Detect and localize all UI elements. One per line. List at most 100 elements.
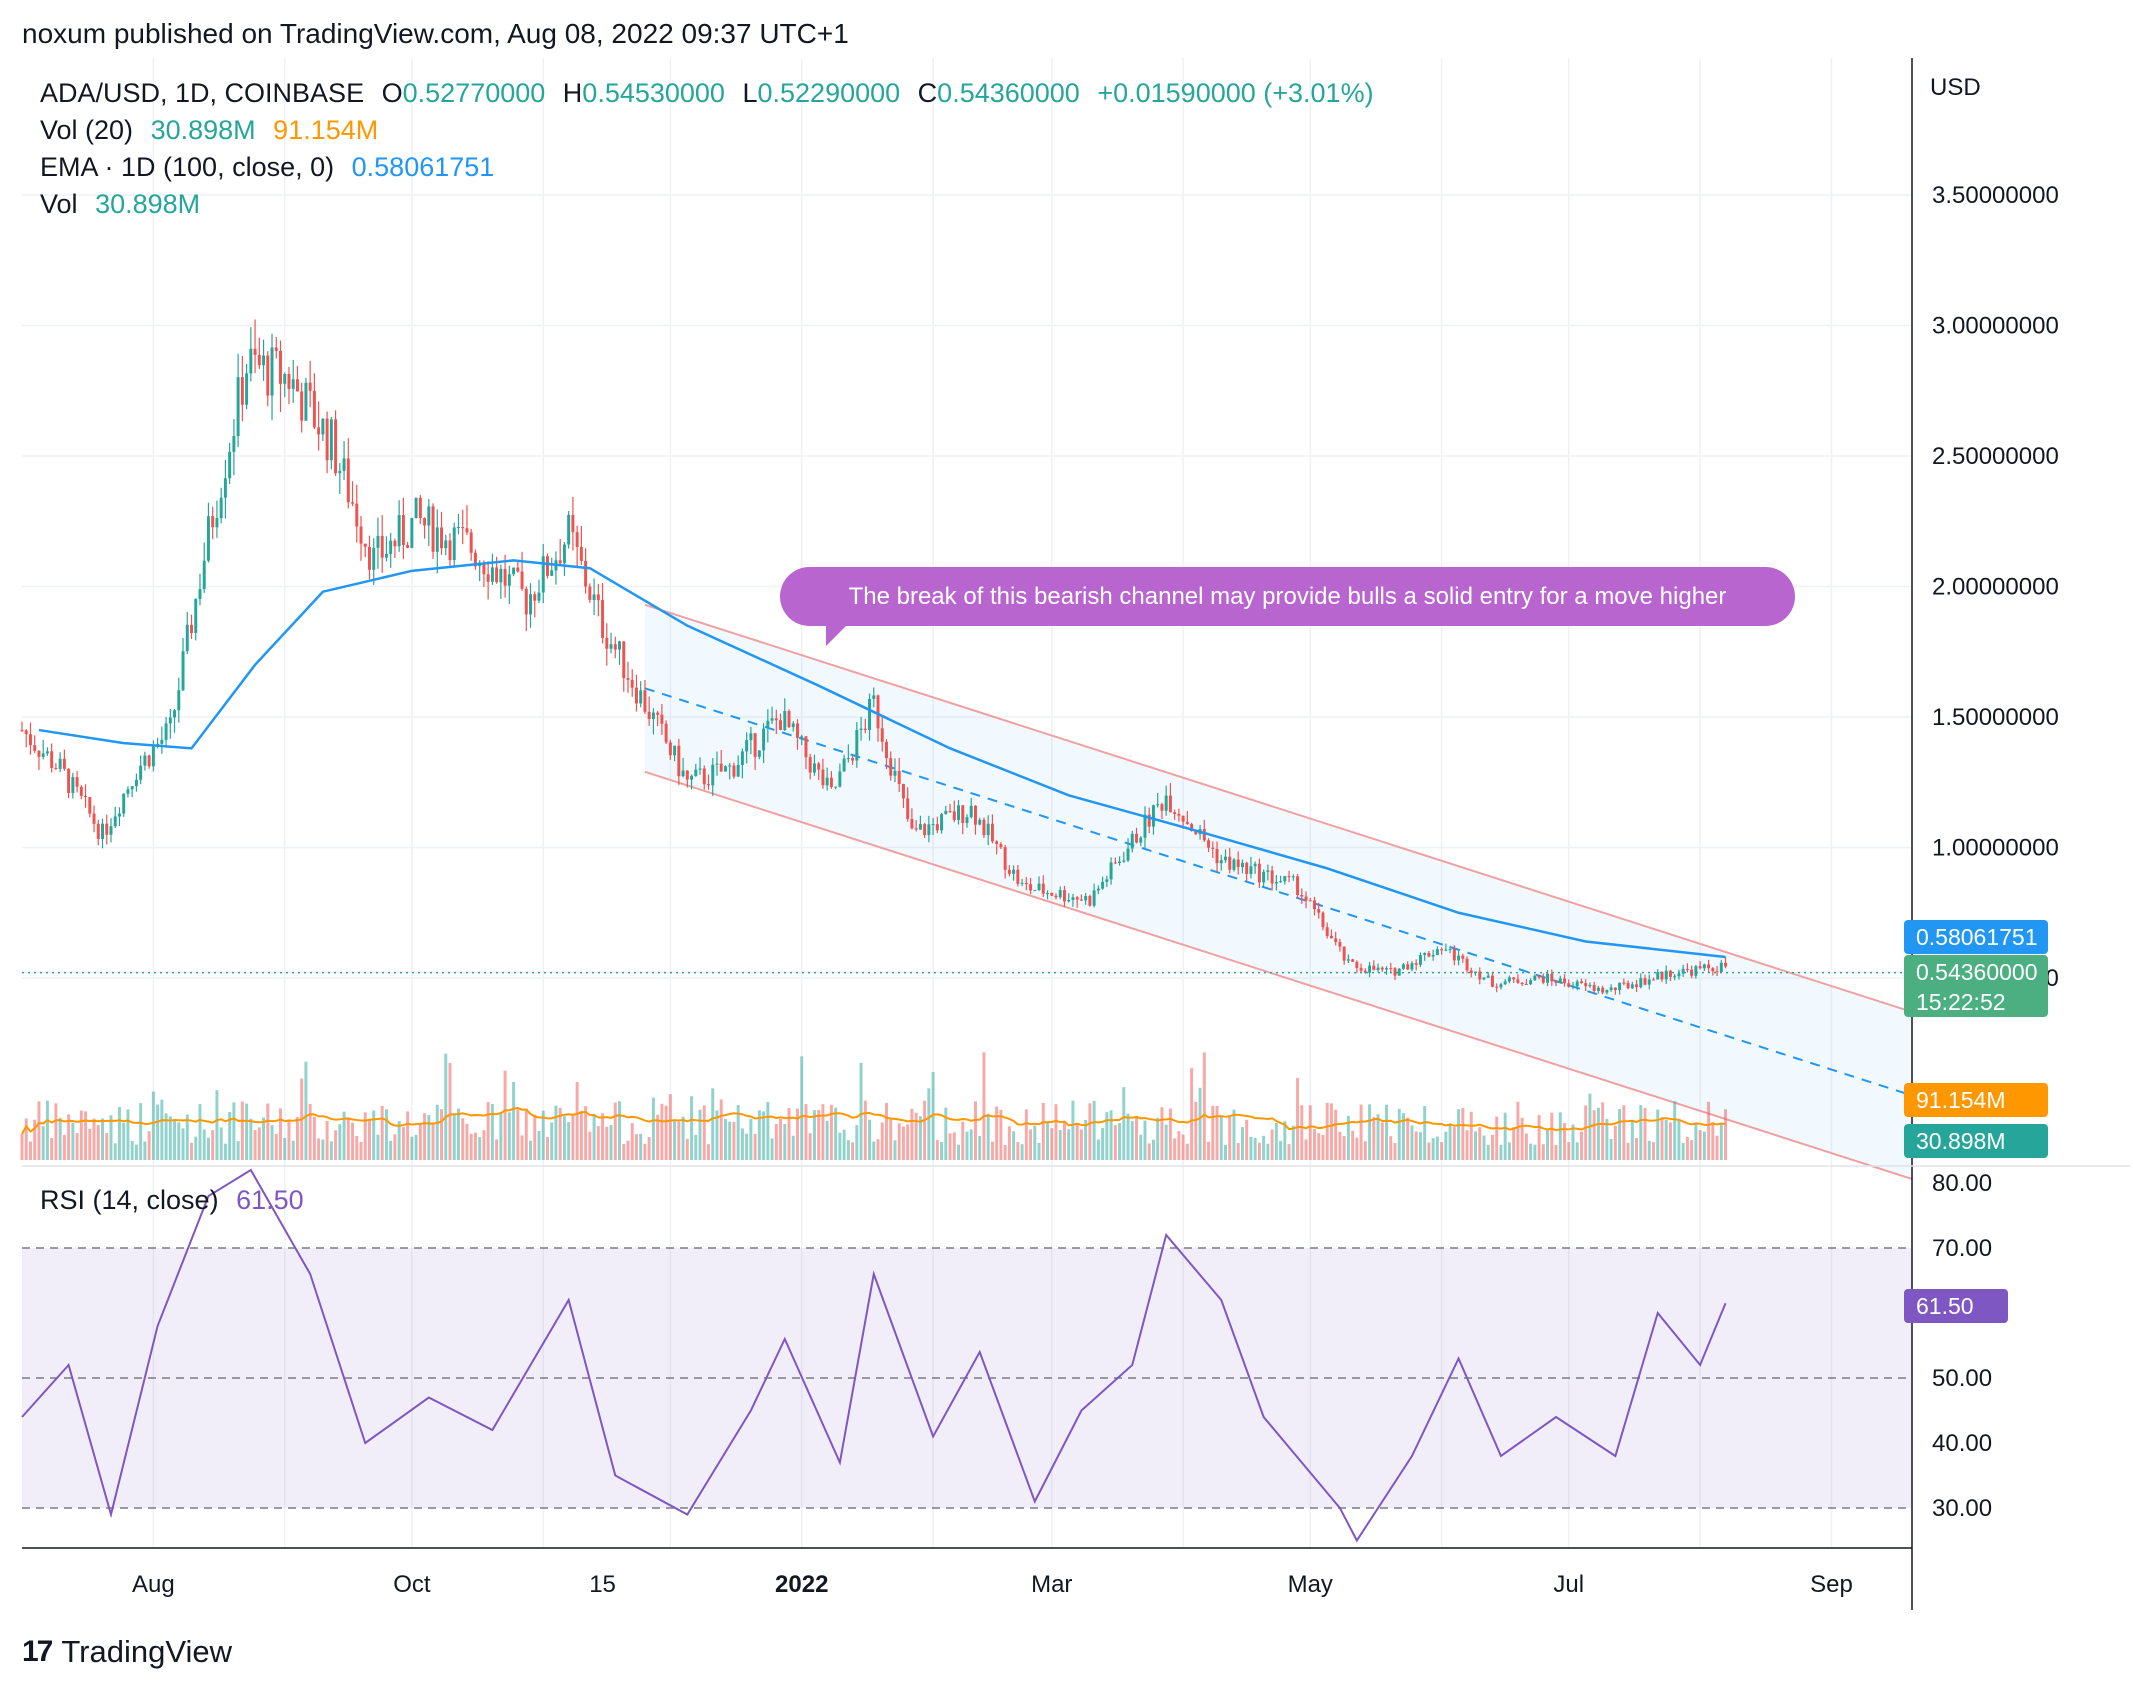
volume-bar	[50, 1138, 54, 1160]
candle-body	[1003, 847, 1007, 870]
last-price-value: 0.54360000	[1916, 959, 2038, 985]
candle-body	[656, 712, 660, 715]
tradingview-logo[interactable]: 17 TradingView	[22, 1634, 232, 1670]
volume-bar	[122, 1123, 126, 1160]
candle-body	[270, 347, 274, 396]
annotation-callout[interactable]: The break of this bearish channel may pr…	[780, 567, 1795, 626]
volume-bar	[232, 1102, 236, 1160]
volume-bar	[1185, 1143, 1189, 1160]
volume-bar	[982, 1052, 986, 1160]
candle-body	[592, 594, 596, 601]
volume-bar	[274, 1134, 278, 1160]
volume-bar	[126, 1109, 130, 1160]
candle-body	[503, 568, 507, 586]
candle-body	[215, 518, 219, 528]
volume-bar	[808, 1133, 812, 1160]
volume-bar	[893, 1140, 897, 1160]
volume-bar	[1215, 1105, 1219, 1160]
volume-bar	[749, 1118, 753, 1160]
price-tick-label: 2.00000000	[1932, 574, 2059, 601]
rsi-path	[21, 1168, 1727, 1543]
candle-body	[626, 678, 630, 680]
volume-bar	[783, 1124, 787, 1160]
candle-body	[202, 560, 206, 590]
legend-vol20-b: 91.154M	[273, 115, 379, 145]
candle-body	[1228, 856, 1232, 870]
volume-bar	[1168, 1108, 1172, 1160]
candle-body	[427, 506, 431, 526]
candle-body	[558, 560, 562, 564]
legend-close-label: C	[917, 78, 938, 108]
candle-body	[1647, 979, 1651, 985]
volume-bar	[1355, 1137, 1359, 1160]
volume-bar	[1368, 1104, 1372, 1160]
candle-body	[1707, 964, 1711, 969]
volume-bar	[92, 1118, 96, 1160]
volume-bar	[1550, 1112, 1554, 1160]
price-tick-label: 1.00000000	[1932, 835, 2059, 862]
volume-bar	[473, 1132, 477, 1160]
volume-bar	[1605, 1118, 1609, 1160]
volume-bar	[1283, 1121, 1287, 1160]
volume-bar	[1677, 1119, 1681, 1160]
candle-body	[1719, 962, 1723, 973]
candle-body	[1266, 870, 1270, 872]
candle-body	[1499, 984, 1503, 988]
candle-body	[1194, 830, 1198, 835]
legend-low-label: L	[742, 78, 758, 108]
volume-bar	[495, 1139, 499, 1160]
volume-bar	[1410, 1125, 1414, 1160]
volume-bar	[1092, 1100, 1096, 1160]
candle-body	[736, 764, 740, 777]
volume-bar	[130, 1141, 134, 1160]
candle-body	[1224, 856, 1227, 861]
volume-bar	[308, 1103, 312, 1160]
candle-body	[240, 377, 244, 405]
candle-body	[1389, 968, 1393, 970]
legend-rsi-label: RSI (14, close)	[40, 1185, 219, 1215]
candle-body	[1139, 837, 1143, 843]
volume-bar	[1516, 1101, 1520, 1160]
volume-bar	[931, 1072, 935, 1160]
candle-body	[889, 758, 893, 776]
volume-bar	[253, 1129, 257, 1160]
candle-body	[596, 594, 600, 601]
volume-bar	[1707, 1101, 1711, 1160]
candle-body	[1554, 981, 1558, 984]
volume-bar	[452, 1113, 456, 1160]
candle-body	[1495, 986, 1499, 988]
candle-body	[1575, 981, 1579, 987]
candle-body	[1431, 955, 1435, 957]
volume-bar	[630, 1123, 634, 1160]
candle-body	[868, 698, 872, 730]
candle-body	[757, 750, 761, 757]
volume-bar	[20, 1134, 24, 1160]
volume-bar	[164, 1113, 168, 1160]
candle-body	[1639, 978, 1643, 988]
candle-body	[1342, 946, 1346, 961]
candle-body	[872, 695, 876, 699]
volume-bar	[1266, 1143, 1270, 1160]
volume-bar	[1499, 1144, 1503, 1160]
candle-body	[473, 552, 477, 567]
legend-high: 0.54530000	[582, 78, 725, 108]
volume-bar	[1101, 1128, 1105, 1160]
volume-bar	[372, 1110, 376, 1160]
candle-body	[1029, 884, 1033, 891]
volume-bar	[503, 1070, 507, 1160]
candle-body	[1346, 959, 1350, 961]
volume-bar	[1300, 1105, 1304, 1160]
volume-bar	[1563, 1123, 1566, 1160]
legend-open-label: O	[381, 78, 403, 108]
candle-body	[965, 817, 969, 824]
volume-bar	[1334, 1109, 1338, 1160]
volume-bar	[999, 1109, 1003, 1160]
channel-upper	[644, 603, 1913, 1013]
candle-body	[245, 373, 249, 405]
candle-body	[1177, 813, 1181, 816]
candle-body	[1024, 882, 1028, 885]
volume-bar	[1457, 1109, 1461, 1160]
candle-body	[414, 497, 418, 518]
volume-bar	[117, 1107, 121, 1160]
